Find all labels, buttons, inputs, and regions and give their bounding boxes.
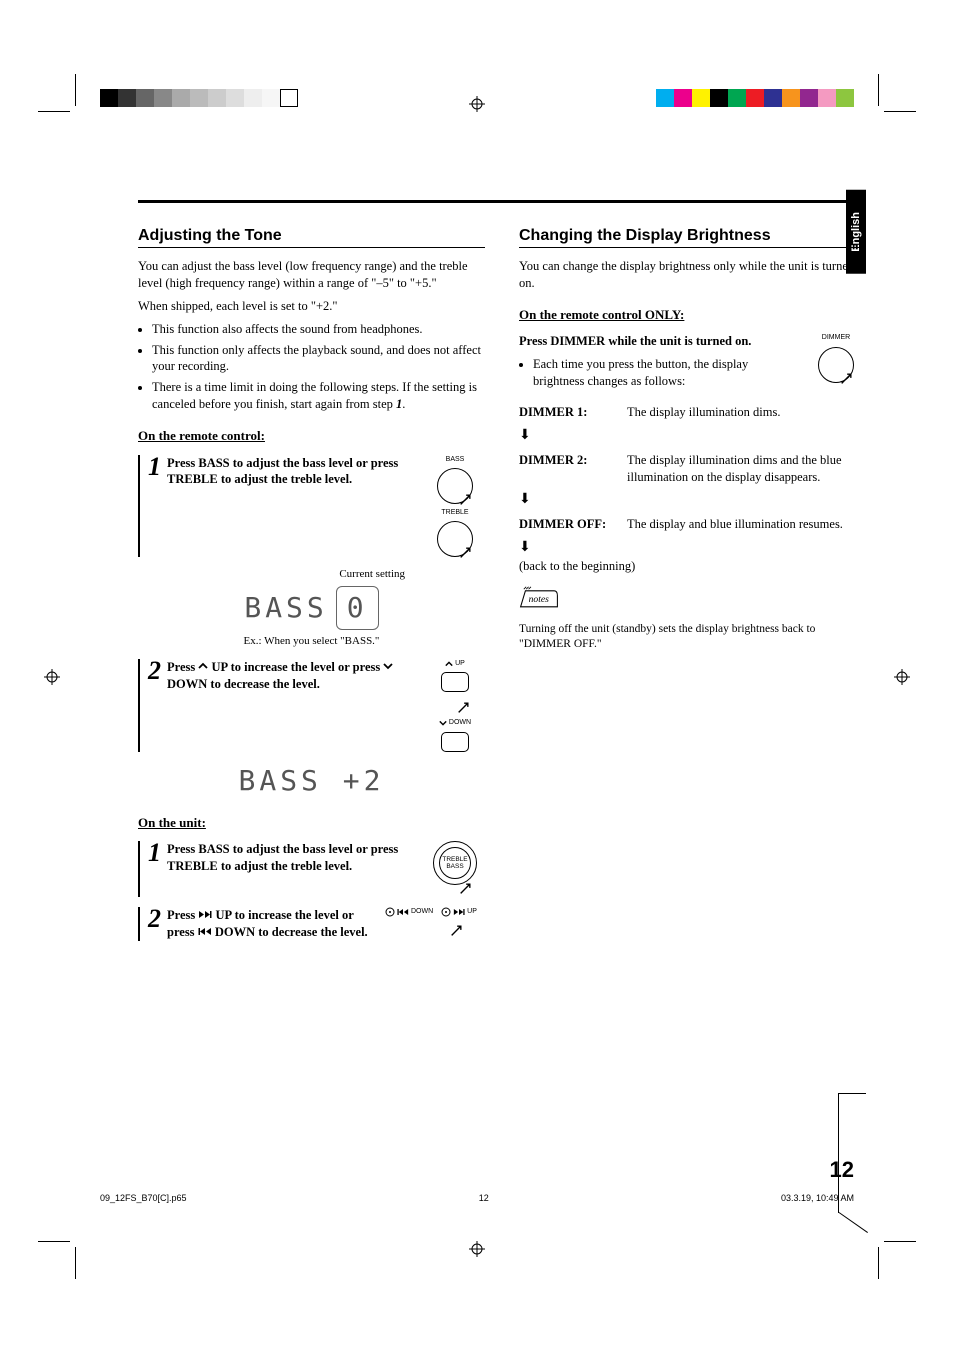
step-number-1: 1 [148,841,161,897]
knob-icon [385,907,395,917]
section-title-tone: Adjusting the Tone [138,227,485,248]
dimmer-row-2: DIMMER 2: The display illumination dims … [519,452,866,486]
press-arrow-icon [457,486,479,508]
bass-label: BASS [446,455,465,464]
chevron-down-icon [439,719,447,727]
section-title-brightness: Changing the Display Brightness [519,227,866,248]
registration-target-icon [894,669,910,685]
intro-1: You can adjust the bass level (low frequ… [138,258,485,292]
intro-2: When shipped, each level is set to "+2." [138,298,485,315]
treble-label: TREBLE [441,508,468,517]
registration-target-icon [469,96,485,112]
press-dimmer-text: Press DIMMER while the unit is turned on… [519,333,798,350]
notes-icon: notes [519,585,866,616]
press-arrow-icon [457,875,479,897]
chevron-up-icon [445,660,453,668]
down-arrow-icon: ⬇︎ [519,539,619,558]
dimmer-bullet: Each time you press the button, the disp… [533,356,798,390]
chevron-down-icon [383,661,393,671]
down-button-icon [441,732,469,752]
step-number-2: 2 [148,659,161,752]
skip-back-icon [397,908,409,916]
right-column: Changing the Display Brightness You can … [519,227,866,951]
step-number-1: 1 [148,455,161,558]
unit-step-2-text: Press UP to increase the level or press … [167,907,379,941]
down-label: DOWN [449,718,471,727]
chevron-up-icon [198,661,208,671]
unit-step-1: 1 Press BASS to adjust the bass level or… [138,841,485,897]
down-label: DOWN [411,907,433,916]
press-arrow-icon [455,694,477,716]
up-button-icon [441,672,469,692]
press-arrow-icon [448,917,470,939]
step-number-2: 2 [148,907,161,941]
skip-forward-icon [198,910,212,919]
dimmer-row-3: DIMMER OFF: The display and blue illumin… [519,516,866,533]
dimmer-row-1: DIMMER 1: The display illumination dims. [519,404,866,421]
bullet-1: This function also affects the sound fro… [152,321,485,338]
dimmer-note: Turning off the unit (standby) sets the … [519,622,866,653]
step-2-text: Press UP to increase the level or press … [167,659,419,752]
remote-only-heading: On the remote control ONLY: [519,306,866,324]
page-content: Adjusting the Tone You can adjust the ba… [138,200,866,951]
down-arrow-icon: ⬇︎ [519,491,619,510]
up-label: UP [467,907,477,916]
display-bass-plus2: BASS +2 [138,762,485,800]
svg-text:notes: notes [529,594,550,605]
remote-step-2: 2 Press UP to increase the level or pres… [138,659,485,752]
dimmer-label: DIMMER [822,333,850,342]
unit-step-1-text: Press BASS to adjust the bass level or p… [167,841,419,897]
registration-target-icon [469,1241,485,1257]
up-label: UP [455,659,465,668]
left-column: Adjusting the Tone You can adjust the ba… [138,227,485,951]
bullet-2: This function only affects the playback … [152,342,485,376]
example-caption: Ex.: When you select "BASS." [138,634,485,649]
down-arrow-icon: ⬇︎ [519,427,619,446]
grayscale-colorbar [100,89,298,107]
footer: 09_12FS_B70[C].p65 12 03.3.19, 10:49 AM [100,1193,854,1203]
footer-timestamp: 03.3.19, 10:49 AM [781,1193,854,1203]
remote-control-heading: On the remote control: [138,427,485,445]
registration-target-icon [44,669,60,685]
current-setting-leader: Current setting [138,567,405,582]
press-arrow-icon [457,539,479,561]
skip-back-icon [198,927,212,936]
unit-step-2: 2 Press UP to increase the level or pres… [138,907,485,941]
remote-step-1: 1 Press BASS to adjust the bass level or… [138,455,485,558]
footer-page: 12 [479,1193,489,1203]
press-arrow-icon [838,365,860,387]
footer-filename: 09_12FS_B70[C].p65 [100,1193,187,1203]
knob-icon [441,907,451,917]
on-unit-heading: On the unit: [138,814,485,832]
brightness-intro: You can change the display brightness on… [519,258,866,292]
back-to-beginning: (back to the beginning) [519,558,866,575]
step-1-text: Press BASS to adjust the bass level or p… [167,455,419,558]
bullet-3: There is a time limit in doing the follo… [152,379,485,413]
display-bass-0: BASS0 [138,586,485,630]
color-colorbar [656,89,854,107]
skip-forward-icon [453,908,465,916]
top-rule [138,200,866,203]
